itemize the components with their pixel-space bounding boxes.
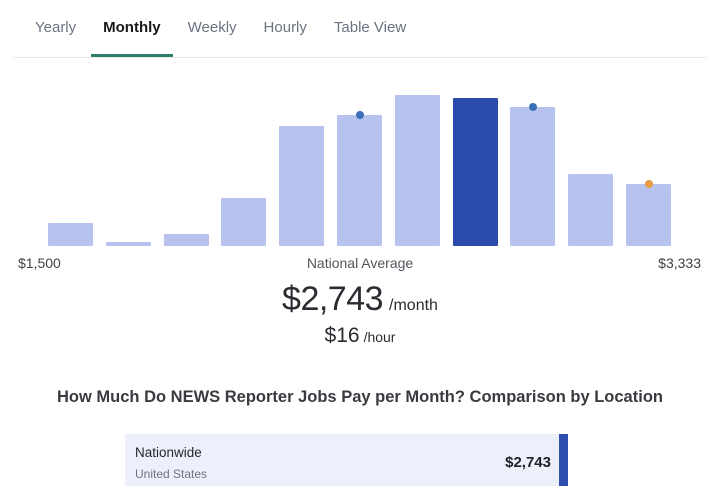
hourly-average-amount: $16 bbox=[324, 324, 360, 347]
location-sublabel: United States bbox=[135, 467, 208, 481]
tabs-divider bbox=[13, 57, 706, 58]
histogram-axis-labels: $1,500 National Average $3,333 bbox=[0, 255, 720, 273]
histogram-bar[interactable] bbox=[510, 107, 556, 246]
histogram-bar[interactable] bbox=[568, 174, 614, 246]
histogram-bar[interactable] bbox=[48, 223, 93, 246]
national-average-figures: $2,743/month $16/hour bbox=[0, 280, 720, 348]
axis-national-average-label: National Average bbox=[306, 255, 414, 271]
location-salary-value: $2,743 bbox=[505, 454, 551, 471]
tab-monthly[interactable]: Monthly bbox=[91, 0, 173, 58]
tab-weekly[interactable]: Weekly bbox=[187, 18, 237, 36]
monthly-average-amount: $2,743 bbox=[282, 280, 384, 318]
comparison-heading: How Much Do NEWS Reporter Jobs Pay per M… bbox=[57, 388, 663, 406]
view-tabs: Yearly Monthly Weekly Hourly Table View bbox=[0, 0, 720, 58]
salary-distribution-histogram bbox=[0, 70, 720, 246]
axis-max-label: $3,333 bbox=[658, 255, 701, 271]
location-row-nationwide[interactable]: Nationwide United States $2,743 bbox=[125, 434, 568, 486]
location-name: Nationwide bbox=[135, 445, 202, 460]
blue-marker-dot bbox=[355, 111, 364, 119]
histogram-bar[interactable] bbox=[626, 184, 671, 246]
tab-hourly[interactable]: Hourly bbox=[263, 18, 307, 36]
histogram-bar[interactable] bbox=[279, 126, 325, 246]
histogram-bar[interactable] bbox=[337, 115, 382, 246]
hourly-average-unit: /hour bbox=[363, 329, 396, 345]
histogram-bar[interactable] bbox=[221, 198, 267, 246]
blue-marker-dot bbox=[528, 103, 537, 111]
histogram-bar[interactable] bbox=[105, 242, 151, 246]
histogram-bar[interactable] bbox=[394, 95, 440, 246]
histogram-bar-highlighted[interactable] bbox=[452, 98, 498, 246]
axis-min-label: $1,500 bbox=[18, 255, 61, 271]
hourly-average: $16/hour bbox=[0, 324, 720, 348]
histogram-bar[interactable] bbox=[163, 234, 209, 246]
monthly-average-unit: /month bbox=[389, 297, 438, 314]
location-bar-end-stripe bbox=[559, 434, 568, 486]
orange-marker-dot bbox=[644, 180, 653, 188]
tab-yearly[interactable]: Yearly bbox=[35, 18, 77, 36]
tab-table-view[interactable]: Table View bbox=[333, 18, 407, 36]
monthly-average: $2,743/month bbox=[0, 280, 720, 319]
